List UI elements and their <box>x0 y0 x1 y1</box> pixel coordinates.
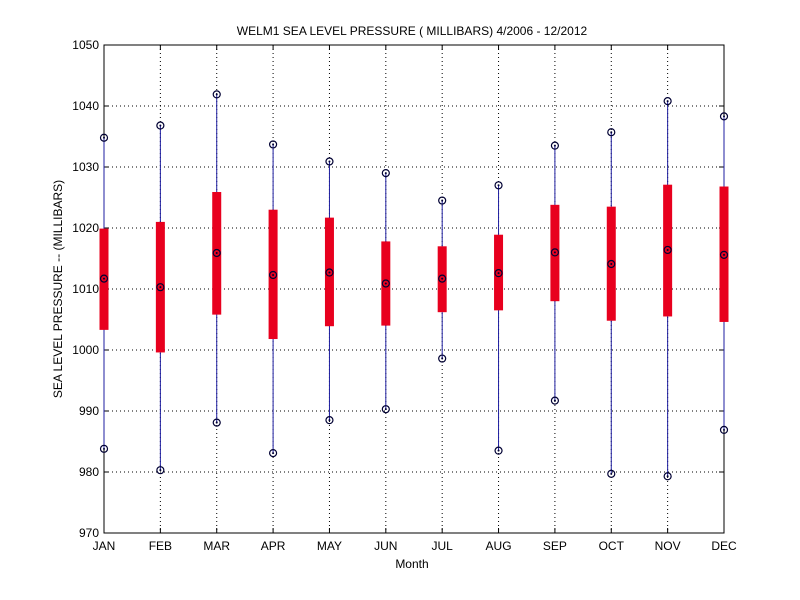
min-marker-dot <box>723 428 725 431</box>
y-tick-label: 990 <box>79 404 99 418</box>
min-marker <box>268 448 278 458</box>
median-marker-dot <box>103 277 105 280</box>
median-marker <box>268 270 278 280</box>
x-tick-label: DEC <box>711 539 737 553</box>
x-tick-label: FEB <box>149 539 172 553</box>
y-axis-label: SEA LEVEL PRESSURE -- (MILLIBARS) <box>51 180 65 398</box>
min-marker <box>663 472 672 481</box>
max-marker-dot <box>272 143 275 146</box>
median-marker-dot <box>215 252 218 255</box>
min-marker-dot <box>159 469 162 472</box>
median-marker <box>663 245 672 255</box>
median-marker <box>156 283 165 292</box>
min-marker <box>607 469 616 478</box>
y-tick-label: 1040 <box>72 99 99 113</box>
x-tick-label: NOV <box>655 539 681 553</box>
min-marker <box>550 396 560 405</box>
max-marker <box>325 157 334 166</box>
max-marker <box>99 133 109 142</box>
x-axis-label: Month <box>395 557 428 571</box>
x-tick-label: MAR <box>203 539 230 553</box>
x-tick-label: JUN <box>374 539 397 553</box>
median-marker <box>381 279 390 288</box>
median-marker-dot <box>610 262 613 265</box>
max-marker <box>494 181 503 190</box>
min-marker <box>381 405 390 414</box>
max-marker-dot <box>666 100 669 103</box>
y-tick-label: 1050 <box>72 38 99 52</box>
max-marker-dot <box>384 172 387 175</box>
y-tick-label: 1000 <box>72 343 99 357</box>
max-marker <box>719 112 729 121</box>
x-tick-label: MAY <box>317 539 342 553</box>
min-marker-dot <box>103 447 105 450</box>
median-marker-dot <box>723 253 725 256</box>
median-marker-dot <box>384 282 387 285</box>
max-marker <box>438 196 447 205</box>
min-marker-dot <box>497 449 500 452</box>
min-marker <box>156 466 165 475</box>
max-marker <box>663 97 672 106</box>
x-tick-label: SEP <box>543 539 567 553</box>
y-tick-label: 1030 <box>72 160 99 174</box>
y-tick-label: 1010 <box>72 282 99 296</box>
max-marker <box>268 140 278 149</box>
median-marker-dot <box>497 272 500 275</box>
max-marker-dot <box>159 124 162 127</box>
min-marker-dot <box>666 475 669 478</box>
min-marker-dot <box>441 357 444 360</box>
min-marker-dot <box>553 399 556 402</box>
median-marker-dot <box>553 251 556 254</box>
median-marker <box>607 259 616 269</box>
median-marker-dot <box>666 248 669 251</box>
x-tick-label: JAN <box>93 539 116 553</box>
x-tick-label: OCT <box>599 539 625 553</box>
y-tick-label: 980 <box>79 465 99 479</box>
max-marker-dot <box>215 93 218 96</box>
y-tick-label: 1020 <box>72 221 99 235</box>
median-marker-dot <box>328 271 331 274</box>
median-marker <box>719 250 729 259</box>
min-marker <box>438 354 447 363</box>
min-marker-dot <box>384 408 387 411</box>
max-marker <box>212 90 221 99</box>
min-marker-dot <box>215 421 218 424</box>
min-marker <box>99 444 109 453</box>
max-marker-dot <box>610 131 613 134</box>
median-marker <box>325 268 334 277</box>
max-marker-dot <box>328 160 331 163</box>
max-marker-dot <box>497 184 500 187</box>
max-marker-dot <box>553 144 556 147</box>
max-marker <box>156 121 165 130</box>
min-marker <box>719 425 729 435</box>
min-marker-dot <box>610 472 613 475</box>
max-marker <box>607 128 616 137</box>
median-marker <box>438 274 447 283</box>
min-marker <box>212 418 221 427</box>
max-marker-dot <box>723 115 725 118</box>
min-marker <box>494 446 503 455</box>
chart-title: WELM1 SEA LEVEL PRESSURE ( MILLIBARS) 4/… <box>237 24 588 38</box>
x-tick-label: APR <box>261 539 286 553</box>
median-marker <box>99 274 109 283</box>
median-marker-dot <box>272 273 275 276</box>
median-marker <box>494 269 503 278</box>
x-tick-label: AUG <box>486 539 512 553</box>
max-marker-dot <box>441 199 444 202</box>
min-marker-dot <box>272 452 275 455</box>
min-marker-dot <box>328 419 331 422</box>
median-marker <box>212 248 221 258</box>
min-marker <box>325 416 334 425</box>
x-tick-label: JUL <box>432 539 454 553</box>
y-tick-label: 970 <box>79 526 99 540</box>
median-marker <box>550 248 560 257</box>
max-marker-dot <box>103 136 105 139</box>
max-marker <box>550 141 560 150</box>
max-marker <box>381 169 390 178</box>
median-marker-dot <box>159 286 162 289</box>
median-marker-dot <box>441 277 444 280</box>
